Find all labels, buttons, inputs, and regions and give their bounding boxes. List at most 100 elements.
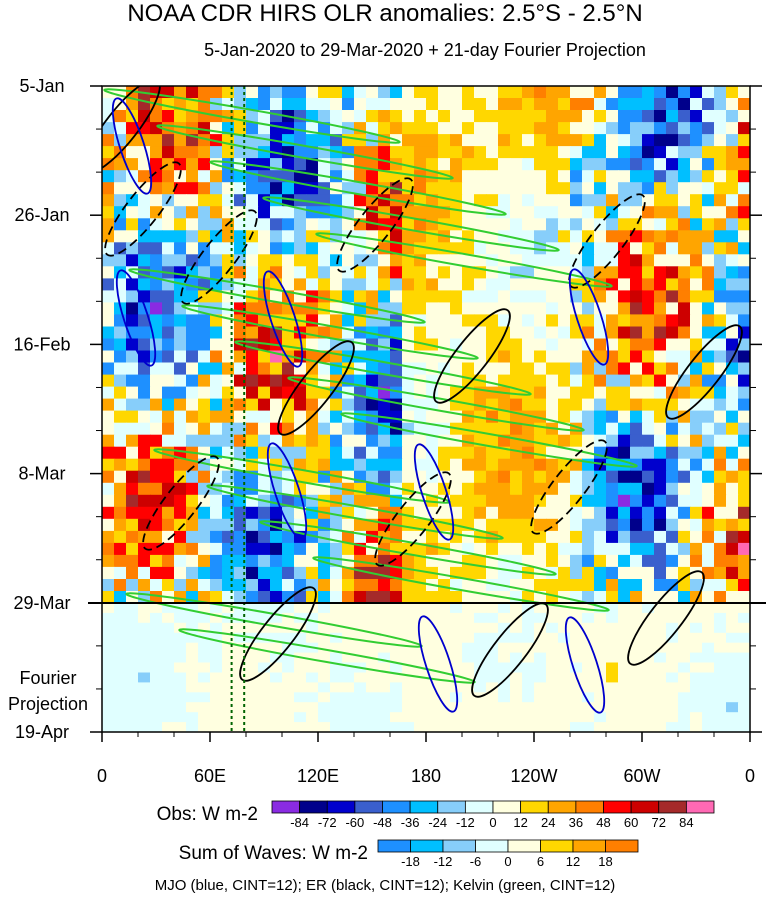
field-cell bbox=[594, 470, 607, 484]
field-cell bbox=[666, 206, 679, 219]
field-cell bbox=[498, 362, 511, 376]
projection-cell bbox=[474, 672, 487, 683]
projection-cell bbox=[594, 692, 607, 703]
projection-cell bbox=[390, 722, 403, 732]
field-cell bbox=[738, 410, 750, 424]
field-cell bbox=[582, 302, 595, 315]
field-cell bbox=[150, 434, 163, 448]
field-cell bbox=[366, 218, 379, 231]
field-cell bbox=[102, 482, 115, 496]
field-cell bbox=[546, 230, 559, 243]
field-cell bbox=[738, 374, 750, 388]
projection-cell bbox=[606, 612, 619, 624]
projection-cell bbox=[126, 642, 139, 654]
field-cell bbox=[438, 579, 451, 592]
projection-cell bbox=[702, 722, 715, 732]
field-cell bbox=[714, 254, 727, 267]
field-cell bbox=[462, 278, 475, 291]
field-cell bbox=[150, 110, 163, 123]
field-cell bbox=[486, 458, 499, 472]
field-cell bbox=[150, 591, 163, 604]
projection-cell bbox=[558, 682, 571, 693]
field-cell bbox=[474, 110, 487, 123]
field-cell bbox=[630, 230, 643, 243]
field-cell bbox=[162, 458, 175, 472]
field-cell bbox=[354, 350, 367, 364]
field-cell bbox=[714, 482, 727, 496]
field-cell bbox=[510, 134, 523, 147]
projection-cell bbox=[282, 672, 295, 683]
field-cell bbox=[558, 482, 571, 496]
projection-cell bbox=[594, 612, 607, 624]
field-cell bbox=[738, 290, 750, 303]
field-cell bbox=[462, 398, 475, 412]
field-cell bbox=[258, 326, 271, 340]
field-cell bbox=[606, 434, 619, 448]
field-cell bbox=[654, 398, 667, 412]
field-cell bbox=[558, 254, 571, 267]
projection-cell bbox=[594, 622, 607, 634]
field-cell bbox=[510, 182, 523, 195]
field-cell bbox=[174, 134, 187, 147]
field-cell bbox=[306, 254, 319, 267]
field-cell bbox=[318, 591, 331, 604]
field-cell bbox=[498, 170, 511, 183]
field-cell bbox=[270, 374, 283, 388]
field-cell bbox=[378, 278, 391, 291]
field-cell bbox=[186, 386, 199, 400]
field-cell bbox=[126, 158, 139, 171]
field-cell bbox=[558, 242, 571, 255]
field-cell bbox=[714, 398, 727, 412]
field-cell bbox=[270, 446, 283, 460]
field-cell bbox=[270, 554, 283, 568]
projection-cell bbox=[378, 642, 391, 654]
colorbar-swatch bbox=[326, 800, 356, 814]
field-cell bbox=[306, 266, 319, 279]
projection-cell bbox=[690, 682, 703, 693]
field-cell bbox=[558, 494, 571, 508]
projection-label-line1: Fourier bbox=[19, 668, 76, 688]
projection-cell bbox=[342, 672, 355, 683]
field-cell bbox=[198, 530, 211, 544]
field-cell bbox=[654, 278, 667, 291]
field-cell bbox=[426, 182, 439, 195]
field-cell bbox=[378, 579, 391, 592]
field-cell bbox=[474, 314, 487, 327]
field-cell bbox=[354, 458, 367, 472]
field-cell bbox=[642, 98, 655, 111]
field-cell bbox=[210, 194, 223, 207]
field-cell bbox=[210, 350, 223, 364]
colorbar-tick-label: 18 bbox=[598, 854, 612, 869]
colorbar-swatch bbox=[442, 839, 476, 853]
kelvin-contour bbox=[340, 412, 638, 468]
field-cell bbox=[438, 326, 451, 340]
field-cell bbox=[234, 422, 247, 436]
projection-cell bbox=[210, 672, 223, 683]
obs-colorbar: -84 -72 -60 -48 -36 -24 -12 0 12 24 36 48 60 72 84 bbox=[271, 800, 715, 830]
projection-cell bbox=[126, 692, 139, 703]
chart-subtitle: 5-Jan-2020 to 29-Mar-2020 + 21-day Fouri… bbox=[204, 40, 646, 60]
field-cell bbox=[306, 242, 319, 255]
field-cell bbox=[390, 110, 403, 123]
projection-cell bbox=[438, 702, 451, 713]
projection-cell bbox=[618, 652, 631, 664]
field-cell bbox=[630, 579, 643, 592]
colorbar-tick-label: -24 bbox=[428, 815, 447, 830]
field-cell bbox=[198, 86, 211, 99]
projection-cell bbox=[114, 603, 127, 614]
field-cell bbox=[666, 230, 679, 243]
field-cell bbox=[162, 362, 175, 376]
colorbar-tick-label: 24 bbox=[541, 815, 555, 830]
projection-cell bbox=[714, 642, 727, 654]
field-cell bbox=[510, 122, 523, 135]
field-cell bbox=[702, 302, 715, 315]
field-cell bbox=[666, 398, 679, 412]
field-cell bbox=[606, 314, 619, 327]
projection-cell bbox=[102, 722, 115, 732]
field-cell bbox=[246, 374, 259, 388]
field-cell bbox=[594, 242, 607, 255]
field-cell bbox=[162, 506, 175, 520]
field-cell bbox=[234, 194, 247, 207]
field-cell bbox=[246, 254, 259, 267]
